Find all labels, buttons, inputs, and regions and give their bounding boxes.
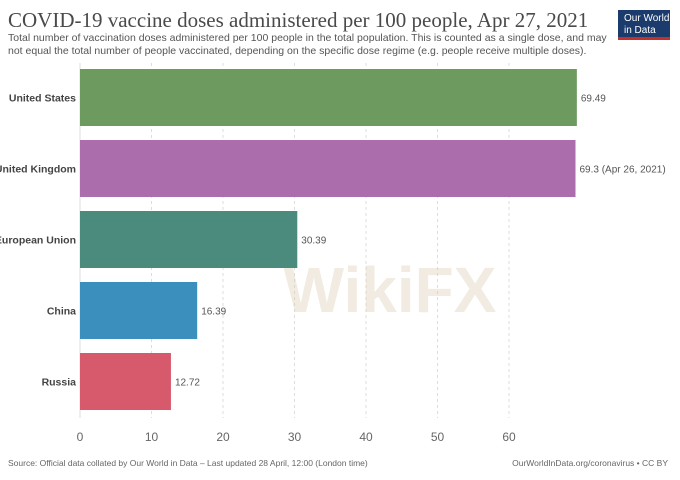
- x-tick-label-1: 10: [145, 430, 159, 444]
- category-label-4: Russia: [42, 377, 77, 389]
- value-label-4: 12.72: [175, 378, 200, 389]
- bar-1: [80, 140, 576, 197]
- bar-4: [80, 353, 171, 410]
- bar-3: [80, 282, 198, 339]
- chart-subtitle: Total number of vaccination doses admini…: [8, 32, 607, 57]
- chart-title: COVID-19 vaccine doses administered per …: [8, 8, 589, 32]
- watermark-text: WikiFX: [284, 254, 497, 326]
- x-tick-label-6: 60: [502, 430, 516, 444]
- owid-logo[interactable]: Our World in Data: [618, 10, 670, 40]
- category-label-2: European Union: [0, 235, 76, 247]
- source-note: Source: Official data collated by Our Wo…: [8, 458, 368, 468]
- value-labels: 69.49 69.3 (Apr 26, 2021) 30.39 16.39 12.72: [175, 94, 666, 389]
- logo-line-1: Our World: [624, 13, 670, 24]
- logo-line-2: in Data: [624, 25, 656, 36]
- x-tick-label-4: 40: [359, 430, 373, 444]
- source-url[interactable]: OurWorldInData.org/coronavirus • CC BY: [512, 458, 668, 468]
- bar-0: [80, 69, 577, 126]
- x-tick-label-3: 30: [288, 430, 302, 444]
- bar-2: [80, 211, 298, 268]
- category-label-1: United Kingdom: [0, 164, 76, 176]
- x-tick-label-0: 0: [77, 430, 84, 444]
- value-label-3: 16.39: [201, 307, 226, 318]
- category-label-0: United States: [9, 93, 76, 105]
- category-labels: United States United Kingdom European Unio…: [0, 93, 76, 389]
- bars: [80, 69, 577, 410]
- x-axis-ticks: 0 10 20 30 40 50 60: [77, 430, 516, 444]
- x-tick-label-5: 50: [431, 430, 445, 444]
- x-tick-label-2: 20: [216, 430, 230, 444]
- category-label-3: China: [47, 306, 76, 318]
- value-label-1: 69.3 (Apr 26, 2021): [579, 165, 665, 176]
- value-label-2: 30.39: [301, 236, 326, 247]
- value-label-0: 69.49: [581, 94, 606, 105]
